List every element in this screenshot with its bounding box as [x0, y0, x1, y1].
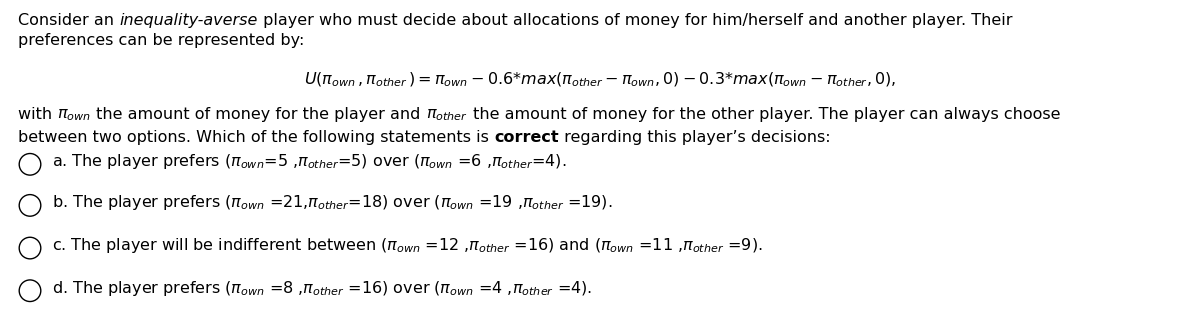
Text: c. The player will be indifferent between ($\pi_{own}$ =12 ,$\pi_{other}$ =16) a: c. The player will be indifferent betwee… — [52, 236, 762, 255]
Text: $\pi_{other}$: $\pi_{other}$ — [426, 107, 468, 123]
Text: $U(\pi_{own}\,,\pi_{other}\,)= \pi_{own} - 0.6{*}max(\pi_{other} - \pi_{own}, 0): $U(\pi_{own}\,,\pi_{other}\,)= \pi_{own}… — [304, 71, 896, 89]
Text: the amount of money for the player and: the amount of money for the player and — [91, 107, 426, 122]
Text: a. The player prefers ($\pi_{own}$=5 ,$\pi_{other}$=5) over ($\pi_{own}$ =6 ,$\p: a. The player prefers ($\pi_{own}$=5 ,$\… — [52, 152, 566, 171]
Text: correct: correct — [494, 130, 559, 144]
Text: preferences can be represented by:: preferences can be represented by: — [18, 33, 305, 48]
Text: d. The player prefers ($\pi_{own}$ =8 ,$\pi_{other}$ =16) over ($\pi_{own}$ =4 ,: d. The player prefers ($\pi_{own}$ =8 ,$… — [52, 279, 592, 298]
Text: inequality-averse: inequality-averse — [119, 13, 258, 27]
Text: the amount of money for the other player. The player can always choose: the amount of money for the other player… — [468, 107, 1061, 122]
Text: player who must decide about allocations of money for him/herself and another pl: player who must decide about allocations… — [258, 13, 1012, 27]
Text: Consider an: Consider an — [18, 13, 119, 27]
Text: with: with — [18, 107, 58, 122]
Text: between two options. Which of the following statements is: between two options. Which of the follow… — [18, 130, 494, 144]
Text: b. The player prefers ($\pi_{own}$ =21,$\pi_{other}$=18) over ($\pi_{own}$ =19 ,: b. The player prefers ($\pi_{own}$ =21,$… — [52, 193, 612, 212]
Text: regarding this player’s decisions:: regarding this player’s decisions: — [559, 130, 830, 144]
Text: $\pi_{own}$: $\pi_{own}$ — [58, 107, 91, 123]
